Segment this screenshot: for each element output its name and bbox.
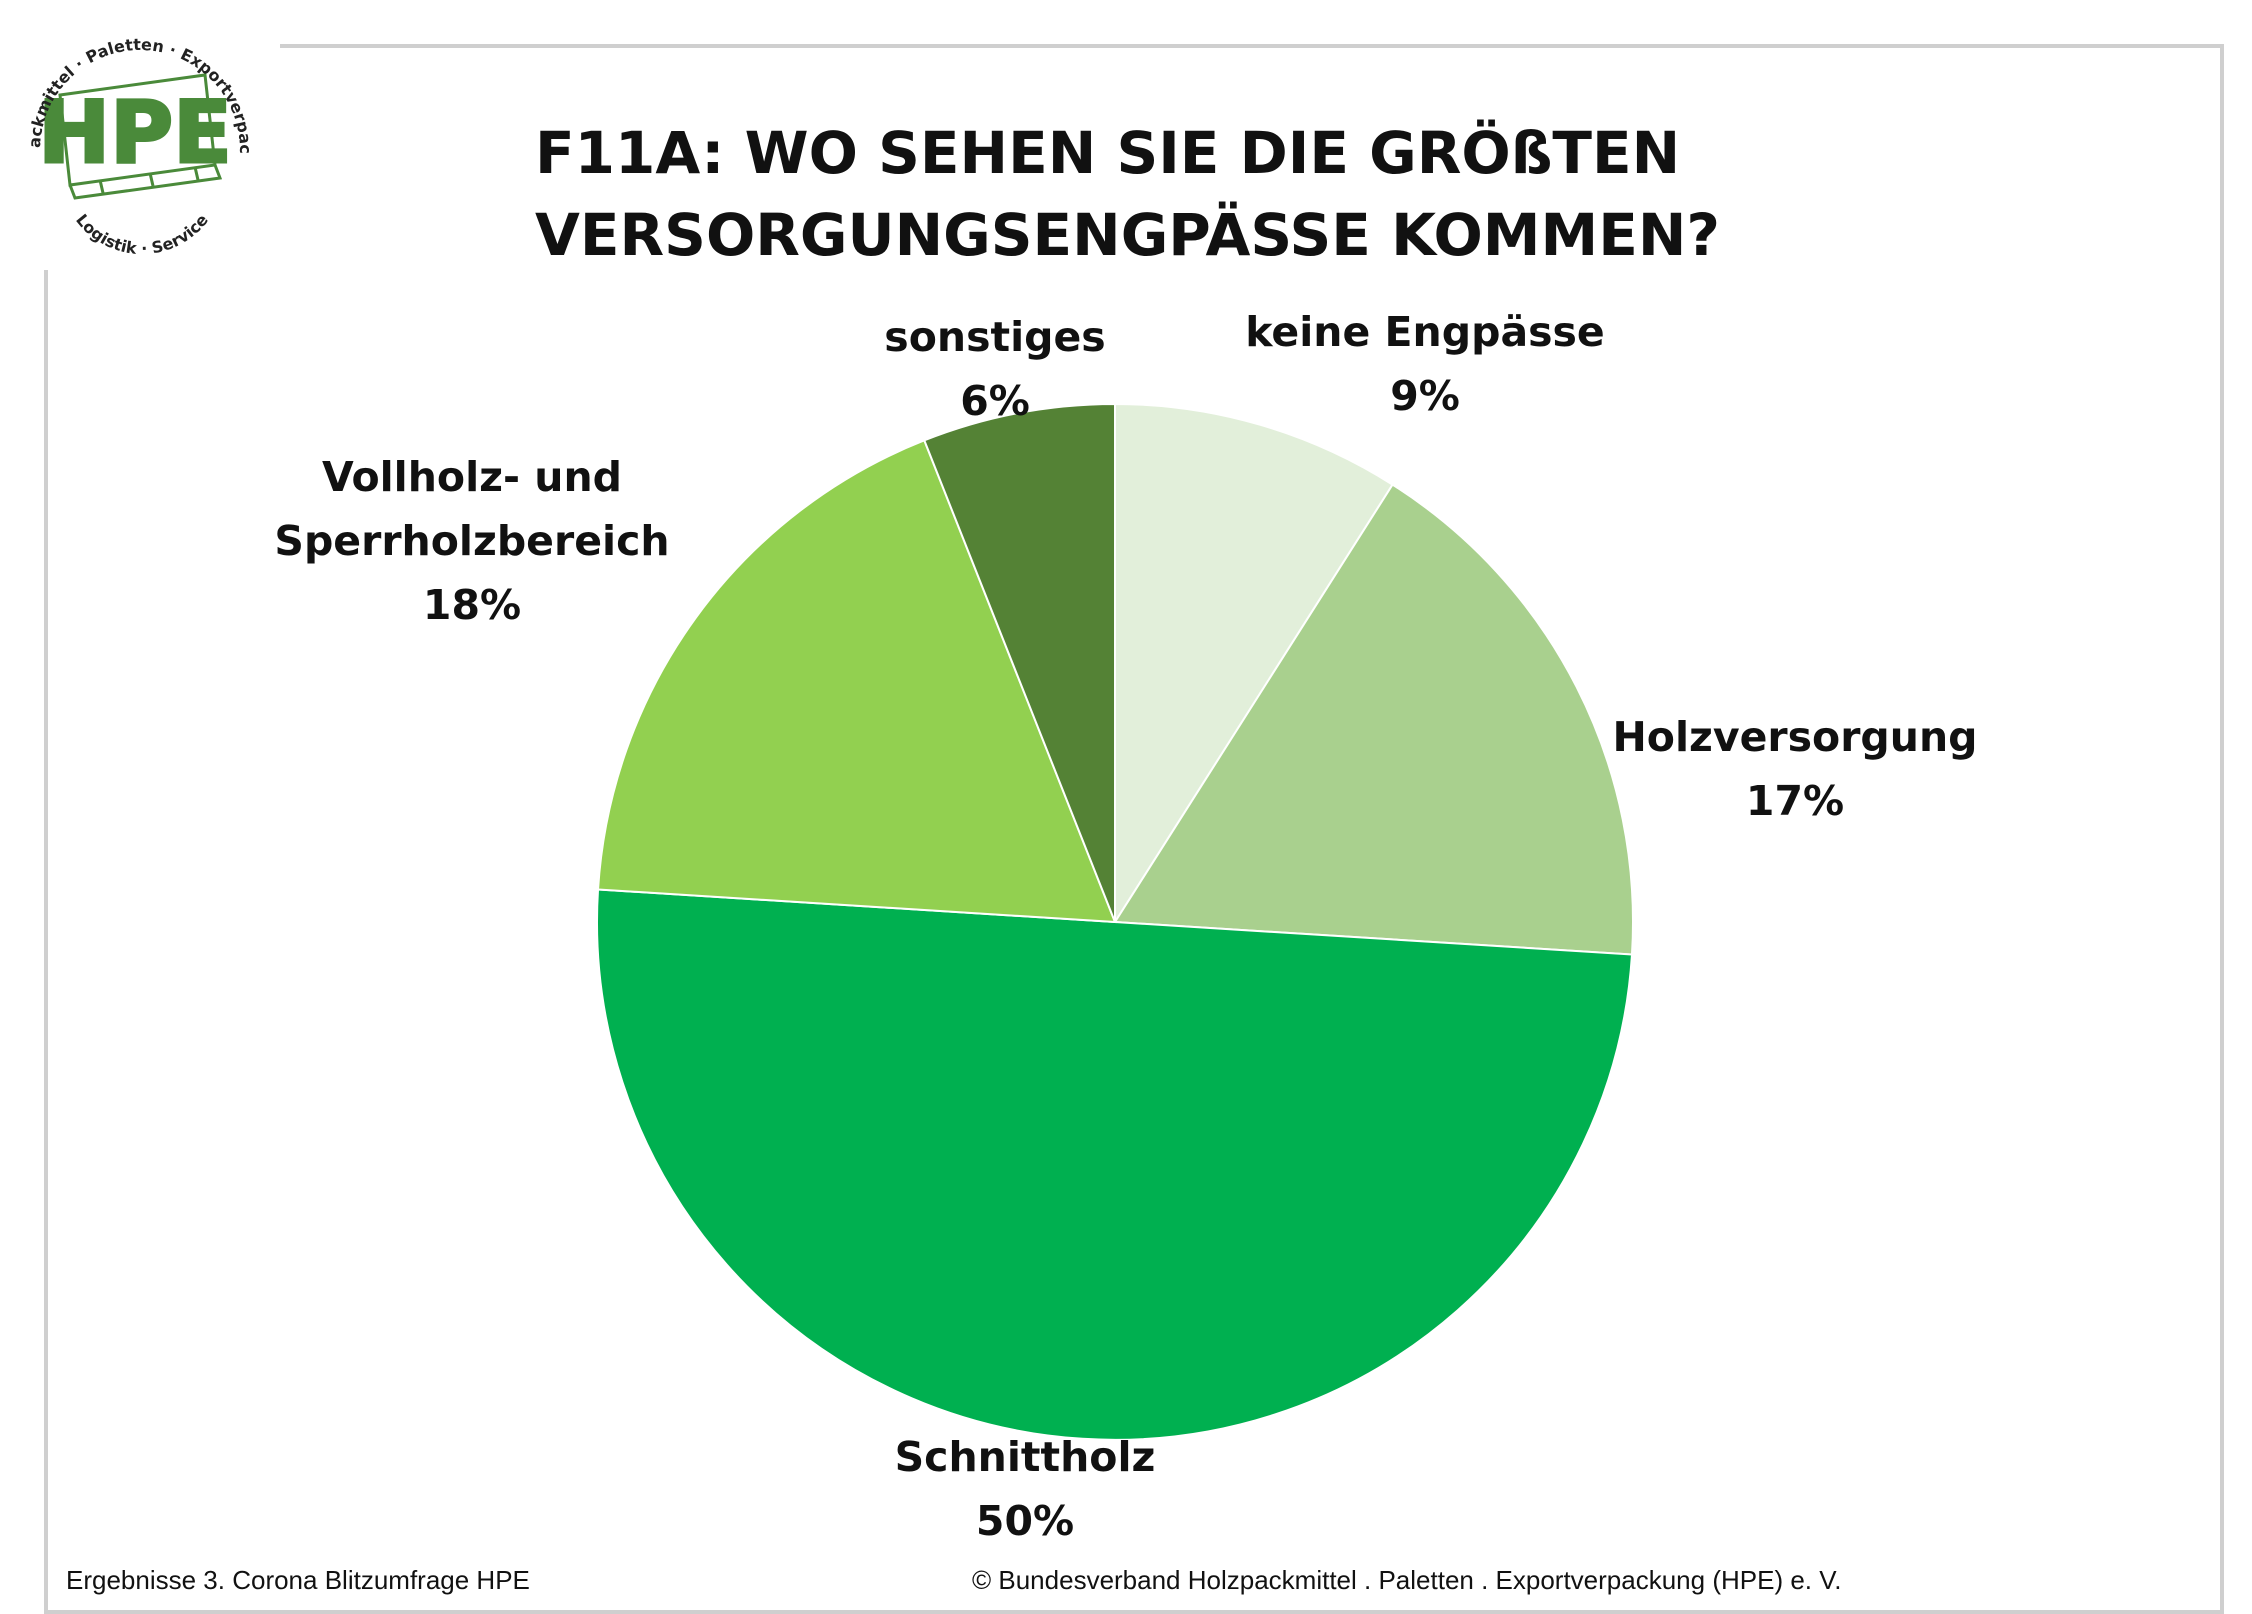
chart-title: F11A: WO SEHEN SIE DIE GRÖßTEN VERSORGUN…: [535, 112, 1935, 276]
pie-label-category: keine Engpässe: [1245, 308, 1605, 356]
pie-data-label: Schnittholz 50%: [895, 1425, 1156, 1553]
logo-hpe-text: HPE: [38, 83, 232, 183]
pie-slice: [1114, 402, 1394, 926]
pie-data-label: keine Engpässe 9%: [1245, 300, 1604, 428]
pie-slice: [596, 888, 1634, 1441]
pie-label-value: 17%: [1745, 777, 1845, 825]
pie-slice: [923, 402, 1116, 923]
pie-label-category: Holzversorgung: [1612, 713, 1978, 761]
pie-data-label: Vollholz- und Sperrholzbereich 18%: [274, 445, 669, 637]
pie-label-category: Schnittholz: [894, 1433, 1156, 1481]
pie-label-category: Vollholz- und: [321, 453, 623, 501]
hpe-logo: HPE Holzpackmittel · Paletten · Exportve…: [0, 0, 280, 270]
pie-label-value: 6%: [960, 377, 1030, 425]
pie-label-value: 9%: [1390, 372, 1460, 420]
pie-label-value: 18%: [422, 581, 522, 629]
chart-title-line-1: F11A: WO SEHEN SIE DIE GRÖßTEN: [535, 119, 1681, 187]
pie-slice: [596, 439, 1117, 924]
pie-data-label: sonstiges 6%: [884, 305, 1105, 433]
pie-label-category: sonstiges: [884, 313, 1106, 361]
pie-data-label: Holzversorgung 17%: [1612, 705, 1977, 833]
chart-title-line-2: VERSORGUNGSENGPÄSSE KOMMEN?: [535, 201, 1721, 269]
pallet-logo-icon: [58, 73, 223, 200]
pie-slice: [1113, 483, 1634, 956]
footer-source: Ergebnisse 3. Corona Blitzumfrage HPE: [66, 1565, 530, 1595]
pie-label-value: 50%: [975, 1497, 1075, 1545]
pie-label-category: Sperrholzbereich: [274, 517, 670, 565]
footer-copyright: © Bundesverband Holzpackmittel . Palette…: [972, 1565, 1842, 1595]
